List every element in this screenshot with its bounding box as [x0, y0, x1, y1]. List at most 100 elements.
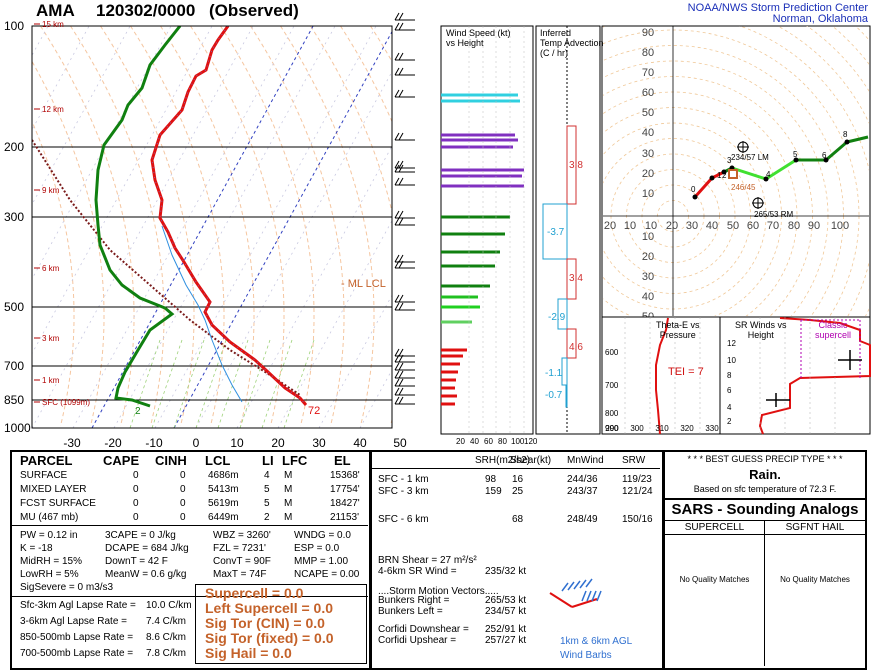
isotherm [236, 145, 392, 428]
barb-legend: Wind Barbs [560, 650, 612, 661]
divider [764, 520, 765, 666]
kin-cell: 243/37 [567, 486, 598, 497]
kin-cell: 150/16 [622, 514, 653, 525]
hodo-point-label: 6 [822, 151, 827, 160]
sr-y-label: 10 [727, 356, 736, 365]
parcel-cell: 5 [264, 498, 270, 509]
storm-motion-header: ....Storm Motion Vectors..... [378, 586, 499, 597]
kin-cell: 16 [512, 474, 524, 485]
theta-e-trace [655, 317, 669, 435]
composite-value: Supercell = 0.0 [205, 585, 304, 601]
height-label: 9 km [42, 186, 60, 195]
srwinds-title: SR Winds vs Height [735, 320, 787, 340]
wind-barb-flag [398, 362, 404, 371]
index-value: LowRH = 5% [20, 569, 79, 580]
hodo-point-label: 1 [717, 171, 722, 180]
isotherm [32, 26, 254, 428]
temp-axis-label: 20 [271, 436, 285, 450]
hodo-x-tick: 20 [666, 220, 678, 232]
hodo-y-tick: 50 [642, 107, 654, 119]
dry-adiabat [190, 26, 285, 427]
parcel-cell: M [284, 470, 293, 481]
composite-value: Sig Hail = 0.0 [205, 645, 292, 661]
kin-header: SRW [622, 455, 646, 466]
wind-barb-flag [398, 354, 404, 363]
index-value: WNDG = 0.0 [294, 530, 351, 541]
wind-barb-flag [394, 210, 400, 219]
bunkers-label: Bunkers Left = [378, 606, 443, 617]
precip-title: * * * BEST GUESS PRECIP TYPE * * * [687, 454, 843, 464]
hodo-point-label: 2 [722, 171, 727, 180]
mixing-ratio-line [151, 339, 183, 428]
parcel-cell: 0 [180, 484, 186, 495]
composite-value: Sig Tor (CIN) = 0.0 [205, 615, 325, 631]
height-label: 3 km [42, 334, 60, 343]
composite-value: Left Supercell = 0.0 [205, 600, 333, 616]
index-value: PW = 0.12 in [20, 530, 78, 541]
right-mover-label: 265/53 RM [754, 210, 793, 219]
hodo-x-tick: 10 [645, 220, 657, 232]
theta-x-label: 330 [705, 424, 719, 433]
index-value: 3CAPE = 0 J/kg [105, 530, 176, 541]
lapse-value: 7.8 C/km [146, 648, 187, 659]
bunkers-label: Bunkers Right = [378, 595, 450, 606]
corfidi-label: Corfidi Upshear = [378, 635, 457, 646]
parcel-cell: 0 [180, 498, 186, 509]
corfidi-value: 252/91 kt [485, 624, 527, 635]
height-label: SFC (1099m) [42, 398, 90, 407]
advection-bar [561, 357, 568, 386]
theta-pressure-label: 800 [605, 409, 619, 418]
barb-flag [561, 582, 569, 592]
hodo-point [709, 175, 715, 181]
wind-barb-flag [398, 348, 404, 357]
parcel-cell: 0 [133, 484, 139, 495]
sounding-kind: (Observed) [209, 1, 299, 20]
advection-bar [566, 125, 577, 205]
wind-barb-flag [394, 52, 400, 61]
isotherm [72, 26, 295, 428]
kin-cell: 119/23 [622, 474, 652, 485]
sars-title: SARS - Sounding Analogs [671, 501, 859, 518]
org-name: NOAA/NWS Storm Prediction Center [687, 2, 868, 14]
advection-value: -2.9 [548, 312, 566, 323]
wind-barb-flag [398, 387, 404, 396]
precip-type: Rain. [749, 467, 781, 482]
index-value: DownT = 42 F [105, 556, 168, 567]
theta-x-label: 320 [680, 424, 694, 433]
temp-axis-label: 0 [193, 436, 200, 450]
surface-temp-label: 72 [308, 405, 320, 417]
parcel-cell: MU (467 mb) [20, 512, 79, 523]
sr-y-label: 8 [727, 371, 732, 380]
wind-barb-flag [398, 294, 404, 303]
parcel-cell: M [284, 498, 293, 509]
advection-bar [542, 203, 568, 260]
brn-shear: BRN Shear = 27 m²/s² [378, 555, 477, 566]
kinematic-box [370, 450, 664, 670]
divider [665, 534, 865, 535]
sars-msg-supercell: No Quality Matches [679, 575, 750, 584]
isotherm [32, 26, 172, 280]
parcel-cell: 0 [133, 470, 139, 481]
index-value: ESP = 0.0 [294, 543, 340, 554]
srwinds-tag: Classic supercell [815, 320, 852, 340]
height-label: 12 km [42, 105, 64, 114]
parcel-cell: 2 [264, 512, 270, 523]
sars-box [663, 498, 867, 670]
wind-barb-flag [398, 177, 404, 186]
parcel-cell: 0 [133, 498, 139, 509]
pressure-label: 200 [4, 140, 24, 154]
wind-barb-flag [394, 164, 400, 173]
wind-barb-flag [394, 160, 400, 169]
wind-barb-flag [394, 302, 400, 311]
mean-wind-marker [728, 169, 738, 179]
parcel-trace [32, 139, 301, 396]
advection-bar [566, 328, 577, 359]
ml-lcl-label: - ML LCL [341, 278, 386, 290]
wind-barb-flag [394, 177, 400, 186]
pressure-label: 100 [4, 19, 24, 33]
dry-adiabat [220, 26, 315, 427]
hodo-point-label: 8 [843, 130, 848, 139]
corfidi-value: 257/27 kt [485, 635, 527, 646]
